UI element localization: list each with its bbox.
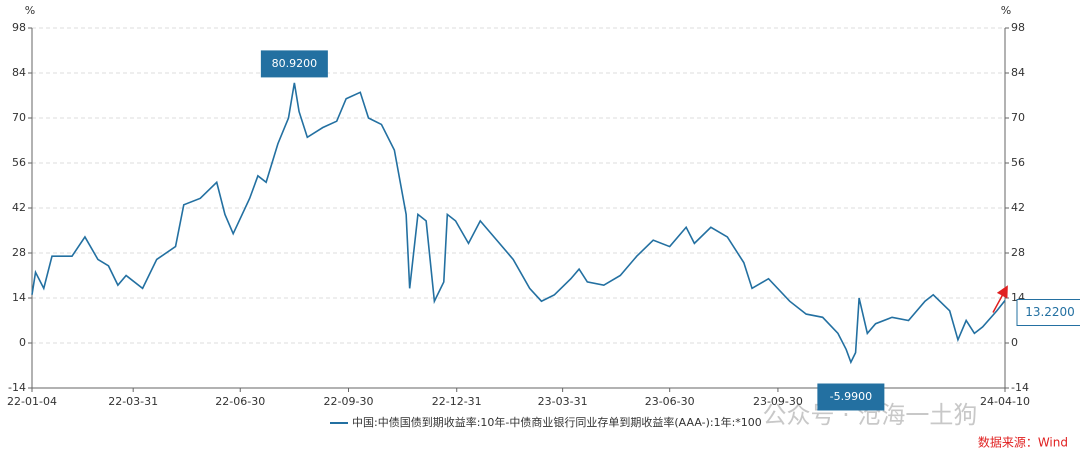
annotation-label: -5.9900 [830, 390, 872, 403]
x-tick-label: 24-04-10 [980, 395, 1030, 408]
y-tick-label: 84 [12, 66, 26, 79]
annotation-box [817, 383, 885, 411]
y2-tick-label: 28 [1011, 246, 1025, 259]
y-tick-label: 14 [12, 291, 26, 304]
series-line [31, 82, 1006, 365]
x-tick-label: 22-01-04 [7, 395, 57, 408]
x-tick-label: 22-09-30 [324, 395, 374, 408]
x-tick-label: 23-09-30 [753, 395, 803, 408]
annotation-arrow [992, 285, 1008, 313]
y-tick-label: 70 [12, 111, 26, 124]
y2-tick-label: -14 [1011, 381, 1029, 394]
legend-label: 中国:中债国债到期收益率:10年-中债商业银行同业存单到期收益率(AAA-):1… [352, 415, 762, 429]
y-tick-label: 42 [12, 201, 26, 214]
x-tick-label: 22-03-31 [108, 395, 158, 408]
y2-tick-label: 0 [1011, 336, 1018, 349]
y2-tick-label: 84 [1011, 66, 1025, 79]
y-tick-label: 28 [12, 246, 26, 259]
x-tick-label: 23-03-31 [538, 395, 588, 408]
y2-tick-label: 98 [1011, 21, 1025, 34]
y2-tick-label: 42 [1011, 201, 1025, 214]
annotation-box [1016, 299, 1080, 327]
source: 数据来源：Wind [978, 435, 1068, 450]
annotation-label: 13.2200 [1025, 305, 1075, 319]
y-tick-label: -14 [8, 381, 26, 394]
x-tick-label: 22-06-30 [215, 395, 265, 408]
annotation-label: 80.9200 [272, 57, 318, 70]
annotation-box [260, 50, 328, 78]
y2-tick-label: 70 [1011, 111, 1025, 124]
y-unit: % [25, 4, 35, 17]
x-tick-label: 23-06-30 [645, 395, 695, 408]
y2-tick-label: 56 [1011, 156, 1025, 169]
y-tick-label: 0 [19, 336, 26, 349]
x-tick-label: 22-12-31 [432, 395, 482, 408]
y-tick-label: 56 [12, 156, 26, 169]
y2-unit: % [1001, 4, 1011, 17]
y-tick-label: 98 [12, 21, 26, 34]
